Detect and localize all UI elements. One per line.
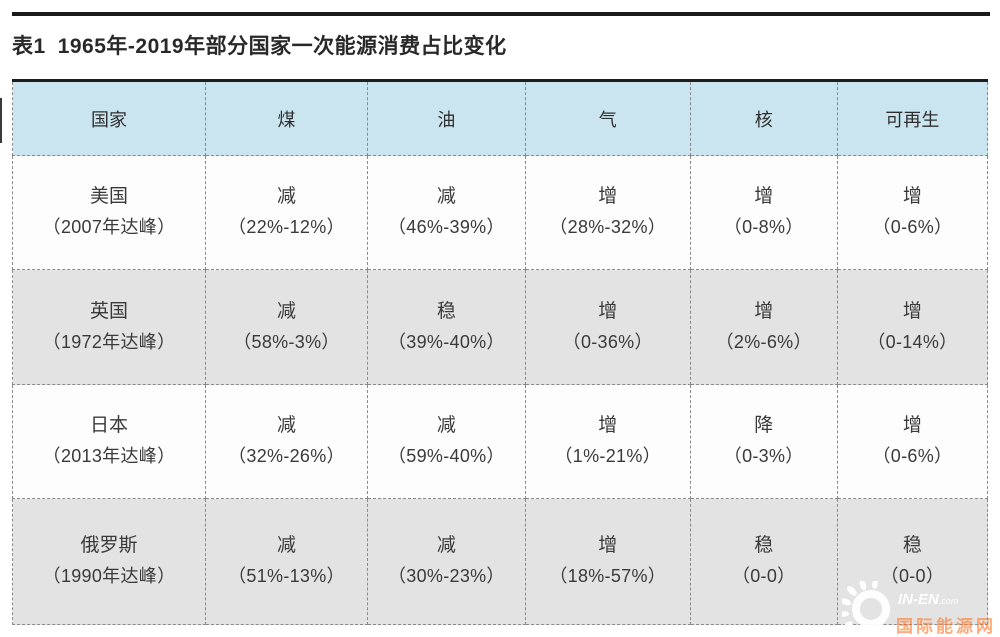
country-cell: 俄罗斯 （1990年达峰） [11,498,207,625]
trend-label: 减 [436,535,456,557]
trend-label: 增 [598,535,618,557]
table-row-uk: 英国 （1972年达峰） 减 （58%-3%） 稳 （39%-40%） 增 （0… [11,269,989,385]
oil-cell: 稳 （39%-40%） [366,269,526,385]
energy-table: 国家 煤 油 气 核 可再生 美国 （2007年达峰） 减 （22%-12%） … [11,79,989,625]
range-label: （0-3%） [723,446,804,467]
trend-label: 增 [598,186,618,208]
nuclear-cell: 增 （2%-6%） [689,269,838,385]
country-cell: 日本 （2013年达峰） [11,384,207,499]
nuclear-cell: 增 （0-8%） [689,155,838,270]
range-label: （0-6%） [872,217,953,238]
range-label: （0-8%） [723,217,804,238]
range-label: （2%-6%） [715,331,812,352]
coal-cell: 减 （51%-13%） [205,498,368,625]
range-label: （1%-21%） [554,446,661,467]
range-label: （46%-39%） [387,217,505,238]
nuclear-cell: 稳 （0-0） [689,498,838,625]
table-row-us: 美国 （2007年达峰） 减 （22%-12%） 减 （46%-39%） 增 （… [11,155,989,270]
table-title-text: 1965年-2019年部分国家一次能源消费占比变化 [57,35,507,58]
range-label: （18%-57%） [549,566,667,587]
renewable-cell: 增 （0-6%） [836,384,989,499]
peak-label: （1990年达峰） [42,566,176,587]
header-row: 国家 煤 油 气 核 可再生 [11,80,989,156]
table-row-russia: 俄罗斯 （1990年达峰） 减 （51%-13%） 减 （30%-23%） 增 … [11,498,989,625]
range-label: （0-6%） [872,446,953,467]
gas-cell: 增 （1%-21%） [524,384,691,499]
country-cell: 美国 （2007年达峰） [11,155,207,270]
oil-cell: 减 （59%-40%） [366,384,526,499]
trend-label: 减 [436,186,456,208]
watermark-caption: 国际能源网 [896,617,996,636]
trend-label: 减 [436,415,456,437]
trend-label: 增 [754,186,774,208]
trend-label: 减 [276,415,296,437]
range-label: （30%-23%） [387,566,505,587]
range-label: （0-0） [731,566,796,587]
watermark: IN-EN.com 国际能源网 [838,568,1000,636]
coal-cell: 减 （32%-26%） [205,384,368,499]
watermark-tld: .com [938,596,959,606]
trend-label: 稳 [436,300,456,322]
trend-label: 增 [598,300,618,322]
coal-cell: 减 （58%-3%） [205,269,368,385]
renewable-cell: 增 （0-14%） [836,269,989,385]
sun-logo-icon [842,581,890,629]
coal-cell: 减 （22%-12%） [205,155,368,270]
range-label: （28%-32%） [549,217,667,238]
range-label: （22%-12%） [228,217,345,238]
country-label: 英国 [90,300,129,322]
header-cell-renewable: 可再生 [836,80,989,156]
peak-label: （2007年达峰） [42,217,176,238]
header-cell-gas: 气 [524,80,691,156]
table-label: 表1 [12,35,46,58]
trend-label: 减 [276,300,296,322]
trend-label: 增 [902,186,922,208]
trend-label: 增 [902,300,922,322]
country-cell: 英国 （1972年达峰） [11,269,207,385]
peak-label: （1972年达峰） [42,331,176,352]
top-rule [12,12,990,16]
trend-label: 减 [276,186,296,208]
nuclear-cell: 降 （0-3%） [689,384,838,499]
header-cell-nuclear: 核 [689,80,838,156]
trend-label: 增 [598,415,618,437]
range-label: （39%-40%） [387,331,505,352]
trend-label: 降 [754,415,774,437]
range-label: （32%-26%） [228,446,345,467]
header-cell-coal: 煤 [205,80,368,156]
country-label: 美国 [90,186,129,208]
gas-cell: 增 （18%-57%） [524,498,691,625]
table-title: 表1 1965年-2019年部分国家一次能源消费占比变化 [12,30,507,60]
header-cell-oil: 油 [366,80,526,156]
watermark-brand: IN-EN.com [898,591,958,608]
trend-label: 增 [754,300,774,322]
gas-cell: 增 （28%-32%） [524,155,691,270]
oil-cell: 减 （30%-23%） [366,498,526,625]
renewable-cell: 稳 （0-0） [836,498,989,625]
table-row-japan: 日本 （2013年达峰） 减 （32%-26%） 减 （59%-40%） 增 （… [11,384,989,499]
range-label: （0-14%） [867,331,958,352]
country-label: 俄罗斯 [80,535,138,557]
range-label: （58%-3%） [233,331,340,352]
header-cell-country: 国家 [11,80,207,156]
gas-cell: 增 （0-36%） [524,269,691,385]
peak-label: （2013年达峰） [42,446,176,467]
range-label: （0-36%） [562,331,653,352]
watermark-brand-name: IN-EN [898,591,939,608]
trend-label: 稳 [902,535,922,557]
renewable-cell: 增 （0-6%） [836,155,989,270]
trend-label: 减 [276,535,296,557]
left-edge-mark [0,98,2,143]
range-label: （59%-40%） [387,446,505,467]
range-label: （51%-13%） [228,566,345,587]
range-label: （0-0） [880,566,945,587]
trend-label: 增 [902,415,922,437]
trend-label: 稳 [754,535,774,557]
country-label: 日本 [90,415,129,437]
oil-cell: 减 （46%-39%） [366,155,526,270]
